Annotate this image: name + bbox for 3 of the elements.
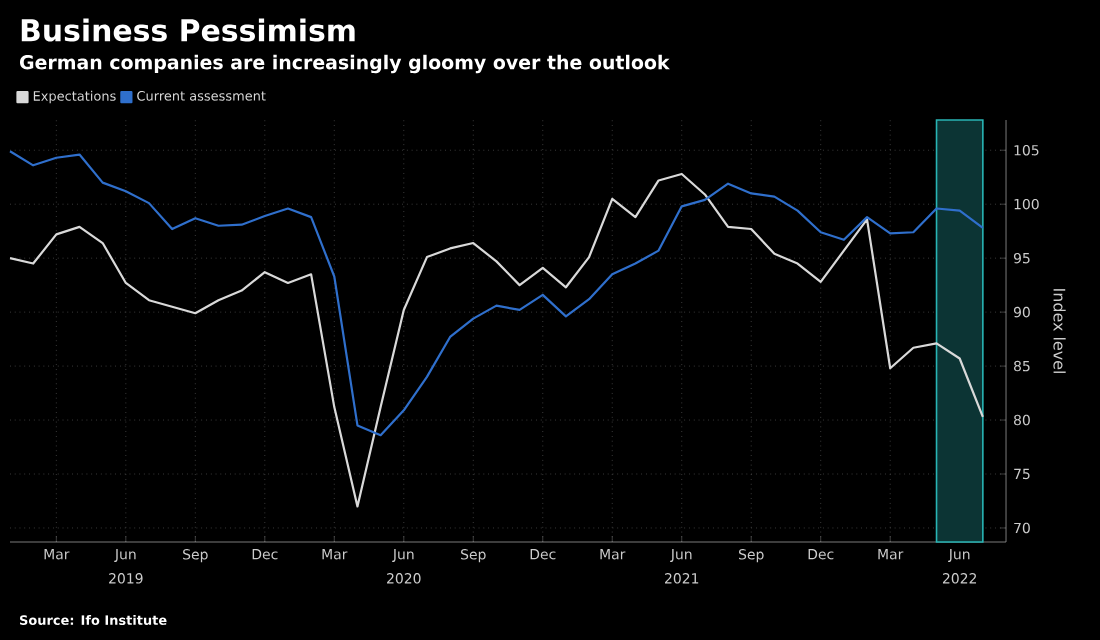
line-series: [8, 150, 984, 437]
chart-subtitle: German companies are increasingly gloomy over the outlook: [19, 54, 670, 74]
chart-title: Business Pessimism: [21, 18, 355, 42]
